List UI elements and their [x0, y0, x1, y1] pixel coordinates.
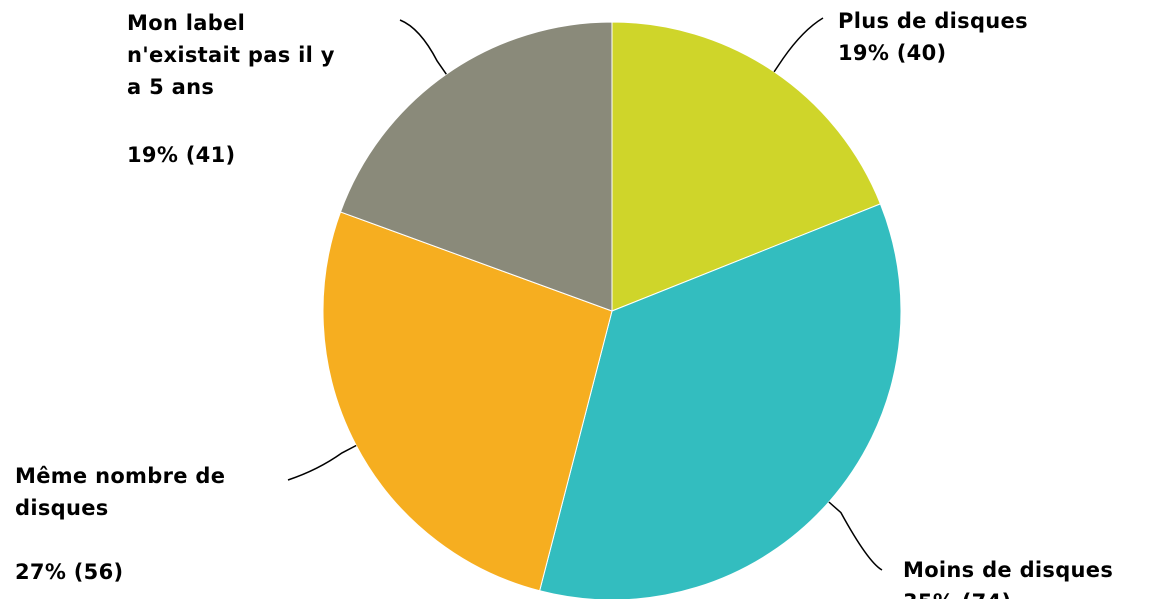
pie-slices: [322, 21, 902, 599]
slice-label-meme-nombre-de-disques: Même nombre de disques 27% (56): [15, 464, 233, 584]
slice-label-mon-label-nexistait-pas: Mon label n'existait pas il y a 5 ans 19…: [127, 11, 342, 167]
slice-label-moins-de-disques: Moins de disques 35% (74): [903, 558, 1121, 599]
pie-slice-moins-de-disques: [539, 203, 902, 599]
pie-slice-meme-nombre-de-disques: [322, 211, 613, 592]
leader-line-plus-de-disques: [773, 17, 824, 73]
leader-line-mon-label-nexistait-pas: [399, 19, 447, 75]
slice-labels: Plus de disques 19% (40) Moins de disque…: [15, 9, 1121, 599]
pie-slice-plus-de-disques: [611, 21, 882, 312]
leader-line-moins-de-disques: [828, 501, 883, 571]
pie-slice-mon-label-nexistait-pas: [339, 21, 613, 312]
slice-label-plus-de-disques: Plus de disques 19% (40): [838, 9, 1036, 65]
leader-line-meme-nombre-de-disques: [287, 444, 357, 481]
leader-lines: [287, 17, 883, 571]
